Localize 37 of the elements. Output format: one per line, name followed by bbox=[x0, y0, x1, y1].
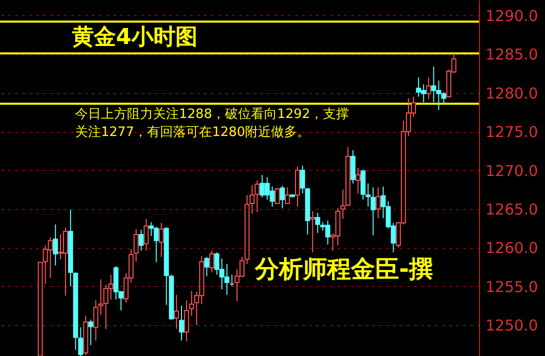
y-tick-label: 1275.0 bbox=[486, 123, 538, 142]
candlestick bbox=[300, 165, 306, 194]
candlestick bbox=[350, 150, 356, 184]
candlestick bbox=[274, 188, 280, 204]
y-tick-label: 1290.0 bbox=[486, 6, 538, 25]
y-tick-label: 1270.0 bbox=[486, 162, 538, 180]
candlestick bbox=[184, 300, 190, 342]
candlestick bbox=[179, 305, 184, 342]
y-tick-label: 1265.0 bbox=[486, 200, 538, 218]
candlestick bbox=[204, 256, 210, 277]
candlestick bbox=[340, 189, 346, 220]
candlestick bbox=[426, 76, 432, 100]
candlestick bbox=[144, 218, 149, 252]
candlestick bbox=[93, 300, 98, 342]
candlestick bbox=[134, 228, 139, 262]
y-tick-label: 1285.0 bbox=[486, 46, 538, 64]
y-tick-label: 1250.0 bbox=[486, 316, 538, 335]
candlestick bbox=[52, 224, 58, 266]
candlestick bbox=[370, 186, 376, 236]
candlestick bbox=[158, 222, 164, 258]
candlestick bbox=[189, 290, 194, 316]
candlestick bbox=[310, 210, 316, 253]
candlestick bbox=[284, 186, 290, 204]
candlestick bbox=[356, 167, 361, 194]
annotation: 今日上方阻力关注1288，破位看向1292，支撑 bbox=[75, 106, 350, 122]
y-tick-label: 1280.0 bbox=[486, 84, 538, 102]
candlestick bbox=[138, 229, 144, 252]
candlestick bbox=[174, 294, 179, 330]
y-tick-label: 1260.0 bbox=[486, 239, 538, 258]
annotation: 分析师程金臣-撰 bbox=[254, 255, 433, 283]
annotation: 关注1277，有回落可在1280附近做多。 bbox=[75, 125, 310, 140]
text: 黄金4小时图 bbox=[71, 25, 198, 50]
candlestick bbox=[280, 185, 285, 209]
candlestick bbox=[376, 186, 381, 219]
candlestick bbox=[209, 250, 214, 273]
candlestick bbox=[88, 319, 94, 346]
y-tick-label: 1255.0 bbox=[486, 278, 538, 296]
